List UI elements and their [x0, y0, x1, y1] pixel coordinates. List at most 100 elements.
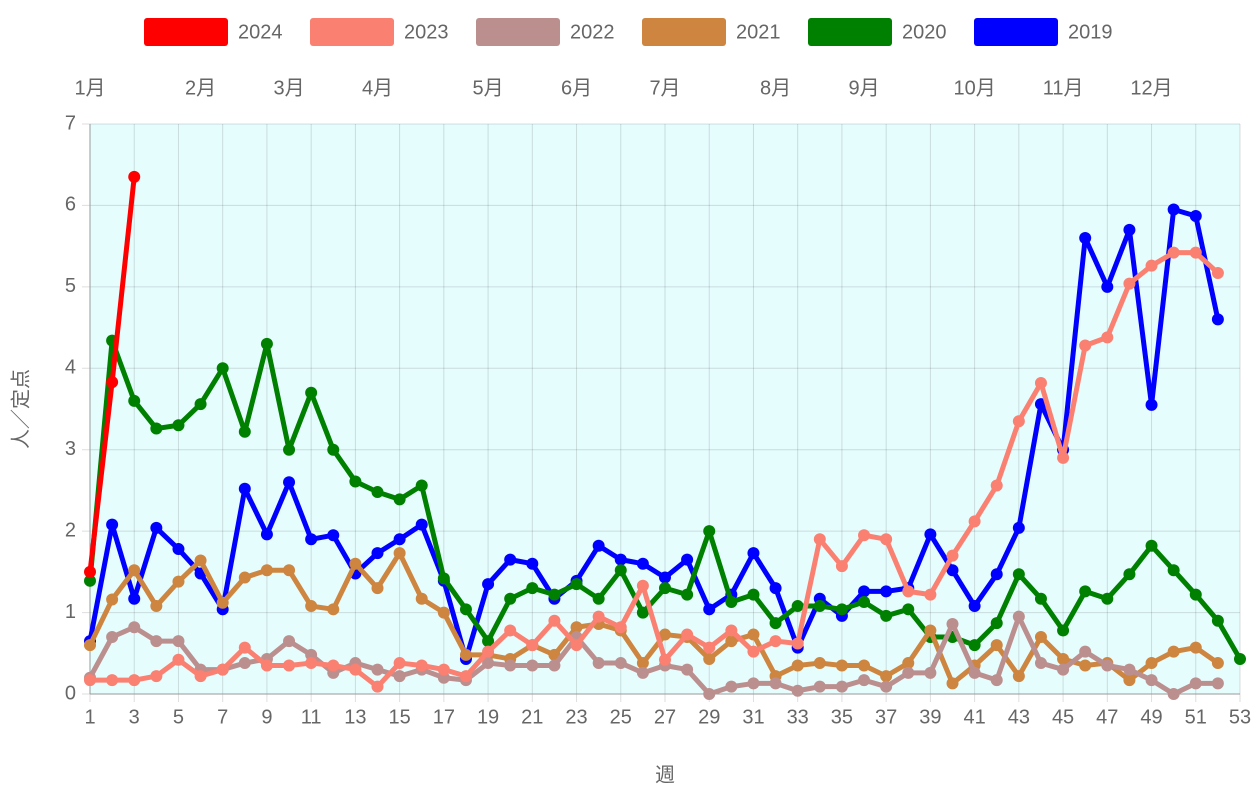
- data-point: [1189, 677, 1202, 690]
- data-point: [260, 564, 273, 577]
- data-point: [393, 547, 406, 560]
- data-point: [880, 585, 893, 598]
- data-point: [437, 572, 450, 585]
- data-point: [924, 666, 937, 679]
- data-point: [150, 521, 163, 534]
- data-point: [106, 376, 119, 389]
- data-point: [1079, 585, 1092, 598]
- data-point: [902, 603, 915, 616]
- data-point: [791, 637, 804, 650]
- data-point: [526, 557, 539, 570]
- legend-swatch: [808, 18, 892, 46]
- data-point: [150, 422, 163, 435]
- data-point: [349, 663, 362, 676]
- data-point: [260, 659, 273, 672]
- month-label: 2月: [185, 77, 216, 99]
- data-point: [327, 443, 340, 456]
- data-point: [681, 663, 694, 676]
- x-tick-label: 25: [610, 706, 632, 728]
- data-point: [614, 657, 627, 670]
- x-tick-label: 51: [1185, 706, 1207, 728]
- series-line: [87, 207, 1221, 662]
- data-point: [636, 557, 649, 570]
- data-point: [393, 533, 406, 546]
- data-point: [924, 528, 937, 541]
- data-point: [1145, 674, 1158, 687]
- data-point: [194, 670, 207, 683]
- data-point: [813, 657, 826, 670]
- data-point: [106, 674, 119, 687]
- data-point: [880, 533, 893, 546]
- data-point: [128, 674, 141, 687]
- data-point: [681, 553, 694, 566]
- data-point: [216, 362, 229, 375]
- data-point: [769, 677, 782, 690]
- x-tick-label: 17: [433, 706, 455, 728]
- month-label: 5月: [473, 77, 504, 99]
- data-point: [194, 554, 207, 567]
- legend-swatch: [642, 18, 726, 46]
- data-point: [990, 639, 1003, 652]
- x-tick-label: 1: [84, 706, 95, 728]
- data-point: [371, 663, 384, 676]
- data-point: [504, 592, 517, 605]
- data-point: [791, 684, 804, 697]
- data-point: [1123, 663, 1136, 676]
- data-point: [1145, 398, 1158, 411]
- data-point: [172, 575, 185, 588]
- data-point: [636, 606, 649, 619]
- data-point: [548, 659, 561, 672]
- data-point: [128, 621, 141, 634]
- data-point: [659, 582, 671, 595]
- data-point: [703, 525, 716, 538]
- data-point: [504, 624, 517, 637]
- data-point: [393, 657, 406, 670]
- data-point: [858, 585, 871, 598]
- data-point: [526, 659, 539, 672]
- data-point: [990, 568, 1003, 581]
- data-point: [1211, 657, 1224, 670]
- data-point: [769, 582, 782, 595]
- data-point: [305, 657, 318, 670]
- data-point: [1101, 331, 1114, 344]
- data-point: [703, 652, 716, 665]
- data-point: [858, 659, 871, 672]
- y-tick-label: 2: [65, 519, 76, 541]
- month-label: 4月: [362, 77, 393, 99]
- x-tick-label: 41: [963, 706, 985, 728]
- data-point: [946, 617, 959, 630]
- month-label: 11月: [1043, 77, 1084, 99]
- data-point: [283, 635, 296, 648]
- data-point: [1034, 592, 1047, 605]
- data-point: [238, 482, 251, 495]
- data-point: [880, 670, 893, 683]
- data-point: [1211, 313, 1224, 326]
- data-point: [725, 635, 738, 648]
- data-point: [1234, 652, 1246, 665]
- x-tick-label: 43: [1008, 706, 1030, 728]
- month-label: 8月: [760, 77, 791, 99]
- x-tick-label: 45: [1052, 706, 1074, 728]
- month-label: 3月: [273, 77, 304, 99]
- data-point: [747, 547, 760, 560]
- month-label: 10月: [953, 77, 995, 99]
- data-point: [1012, 415, 1025, 428]
- data-point: [1012, 568, 1025, 581]
- data-point: [570, 639, 583, 652]
- data-point: [747, 588, 760, 601]
- x-tick-label: 39: [919, 706, 941, 728]
- data-point: [459, 648, 472, 661]
- y-axis-label: 人／定点: [9, 369, 32, 449]
- month-label: 6月: [561, 77, 592, 99]
- data-point: [990, 617, 1003, 630]
- data-point: [990, 674, 1003, 687]
- data-point: [1123, 277, 1136, 290]
- data-point: [194, 398, 207, 411]
- data-point: [415, 659, 428, 672]
- data-point: [238, 571, 251, 584]
- data-point: [349, 475, 362, 488]
- data-point: [1057, 663, 1070, 676]
- data-point: [1167, 246, 1180, 259]
- data-point: [858, 674, 871, 687]
- data-point: [659, 628, 671, 641]
